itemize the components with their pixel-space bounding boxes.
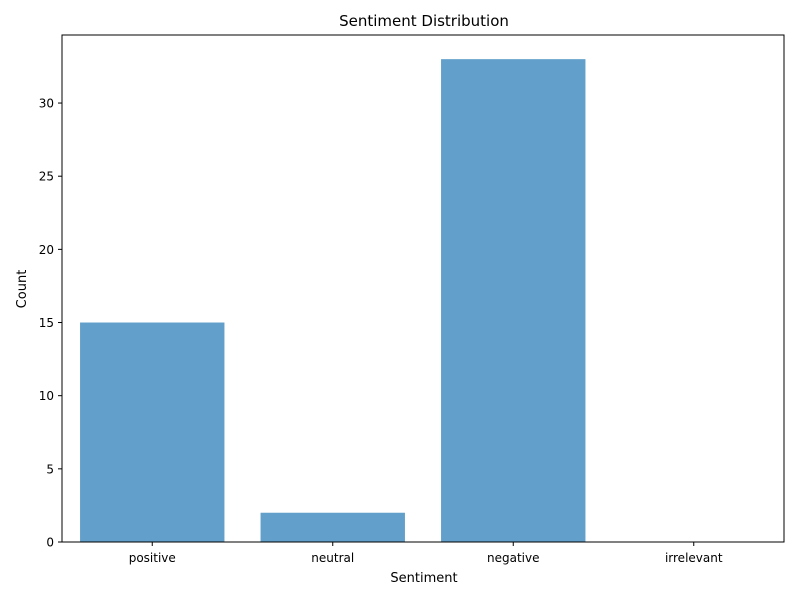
y-tick-label: 25 bbox=[39, 170, 54, 184]
y-tick-label: 5 bbox=[46, 462, 54, 476]
y-tick-label: 20 bbox=[39, 243, 54, 257]
bar-negative bbox=[441, 59, 586, 543]
plot-frame bbox=[61, 34, 785, 543]
x-tick-label: neutral bbox=[311, 551, 354, 565]
chart-title: Sentiment Distribution bbox=[339, 12, 509, 30]
x-axis-label: Sentiment bbox=[390, 571, 457, 586]
y-tick-label: 0 bbox=[46, 536, 54, 550]
bar-positive bbox=[80, 322, 225, 542]
y-tick-label: 10 bbox=[39, 389, 54, 403]
x-tick-label: negative bbox=[487, 551, 539, 565]
x-tick-label: positive bbox=[129, 551, 176, 565]
bar-neutral bbox=[260, 512, 405, 542]
x-axis-ticks: positive neutral negative irrelevant bbox=[129, 542, 723, 565]
y-tick-label: 15 bbox=[39, 316, 54, 330]
y-axis-ticks: 0 5 10 15 20 25 30 bbox=[39, 97, 62, 550]
bars-group bbox=[80, 59, 586, 543]
x-tick-label: irrelevant bbox=[665, 551, 723, 565]
y-axis-label: Count bbox=[15, 270, 30, 309]
y-tick-label: 30 bbox=[39, 97, 54, 111]
